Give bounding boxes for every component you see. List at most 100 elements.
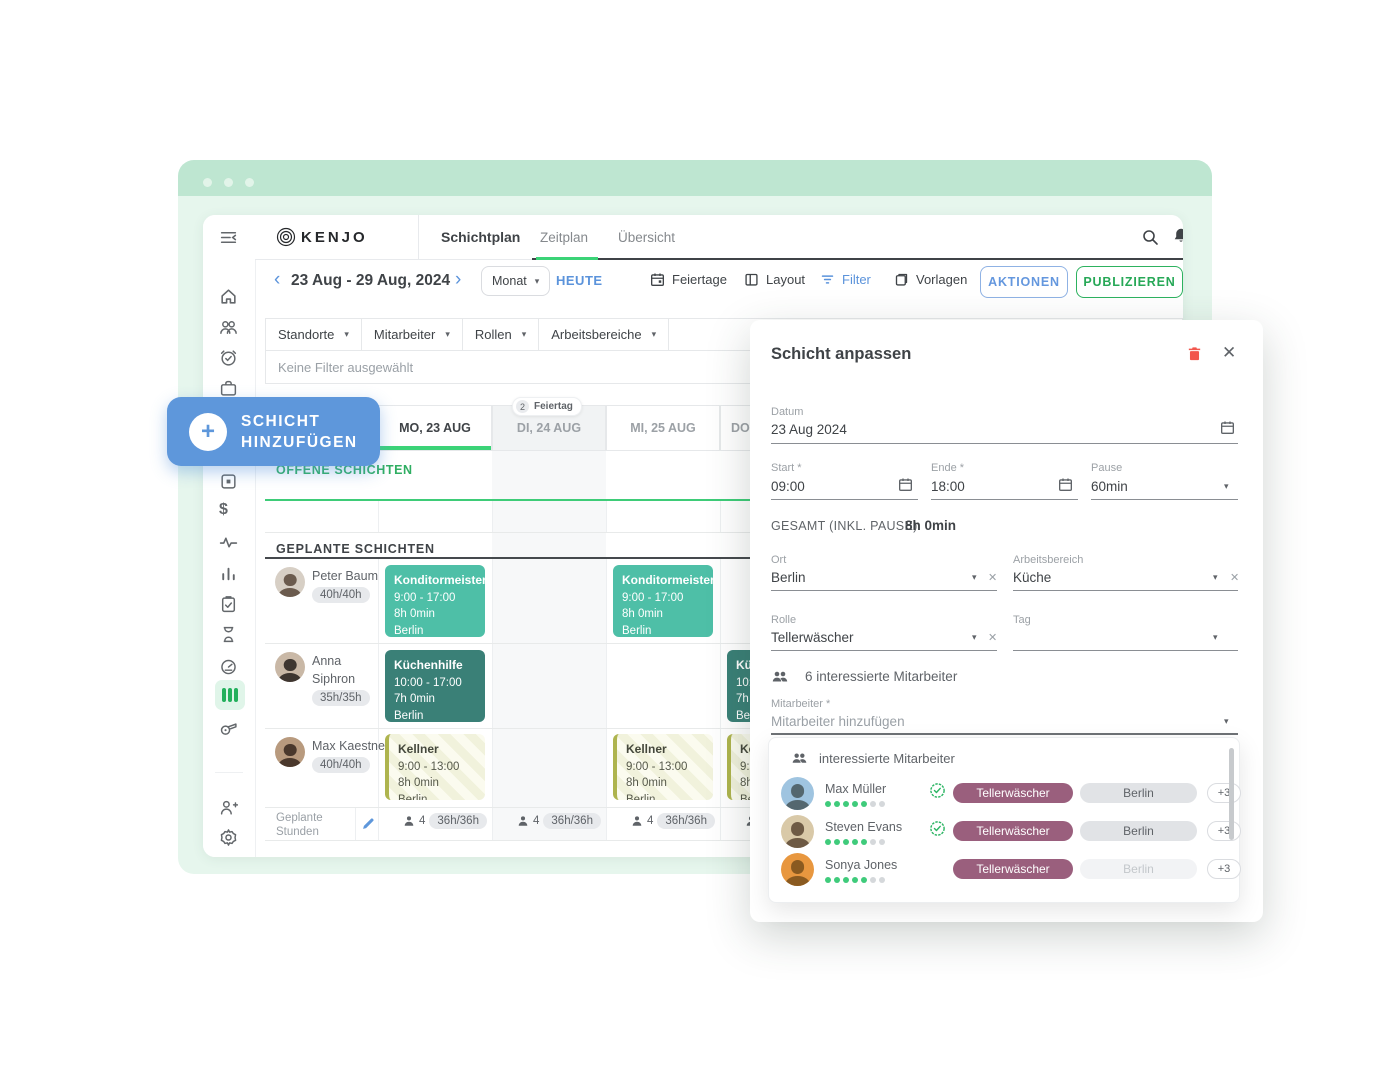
pause-select[interactable]: 60min — [1091, 479, 1128, 494]
calendar-icon[interactable] — [898, 477, 913, 497]
more-badge[interactable]: +3 — [1207, 783, 1241, 803]
today-button[interactable]: HEUTE — [556, 273, 603, 288]
calendar-icon[interactable] — [1058, 477, 1073, 497]
scrollbar[interactable] — [1229, 748, 1234, 840]
day-header-mi[interactable]: MI, 25 AUG — [606, 405, 720, 451]
performance-activity-icon[interactable] — [219, 533, 238, 552]
open-shifts-underline — [265, 499, 1181, 501]
recruiting-briefcase-icon[interactable] — [219, 379, 238, 398]
grid-line — [492, 501, 493, 532]
notifications-bell-icon[interactable] — [1172, 227, 1183, 250]
avatar — [781, 852, 814, 886]
publish-button[interactable]: PUBLIZIEREN — [1076, 266, 1183, 298]
view-mode-select[interactable]: Monat ▾ — [481, 266, 551, 296]
chevron-down-icon[interactable]: ▾ — [1224, 716, 1229, 726]
datum-input[interactable]: 23 Aug 2024 — [771, 422, 847, 437]
avatar — [781, 814, 814, 848]
settings-gear-icon[interactable] — [219, 828, 238, 847]
chevron-down-icon[interactable]: ▾ — [1213, 632, 1218, 642]
tab-zeitplan[interactable]: Zeitplan — [540, 230, 589, 245]
day-header-mo[interactable]: MO, 23 AUG — [378, 405, 492, 451]
payroll-dollar-icon[interactable]: $ — [219, 501, 228, 518]
filter-button[interactable]: Filter — [820, 272, 871, 287]
more-badge[interactable]: +3 — [1207, 821, 1241, 841]
close-icon[interactable]: ✕ — [1222, 343, 1237, 362]
location-badge: Berlin — [1080, 821, 1197, 841]
rolle-select[interactable]: Tellerwäscher — [771, 630, 854, 645]
sidebar: $ — [203, 215, 256, 857]
shift-card[interactable]: Kellner 9:00 - 13:00 8h 0min Berlin — [613, 734, 713, 800]
mitarbeiter-input[interactable]: Mitarbeiter hinzufügen — [771, 714, 905, 729]
edit-planned-hours-icon[interactable] — [361, 816, 376, 836]
selected-filters-input[interactable]: Keine Filter ausgewählt — [278, 359, 414, 375]
ort-select[interactable]: Berlin — [771, 570, 806, 585]
window-dot — [224, 178, 233, 187]
shift-plan-icon[interactable] — [215, 680, 245, 710]
employees-icon[interactable] — [219, 318, 238, 337]
chevron-down-icon[interactable]: ▾ — [1213, 572, 1218, 582]
more-badge[interactable]: +3 — [1207, 859, 1241, 879]
chevron-down-icon[interactable]: ▾ — [972, 632, 977, 642]
clear-icon[interactable]: ✕ — [988, 632, 998, 644]
arbeitsbereich-select[interactable]: Küche — [1013, 570, 1052, 585]
employee-option[interactable]: Max Müller Tellerwäscher Berlin +3 — [781, 774, 1241, 812]
start-input[interactable]: 09:00 — [771, 479, 805, 494]
planned-shifts-underline — [265, 557, 1181, 559]
chevron-down-icon[interactable]: ▾ — [972, 572, 977, 582]
filter-chip-mitarbeiter[interactable]: Mitarbeiter ▾ — [362, 319, 463, 350]
add-shift-button[interactable]: + SCHICHT HINZUFÜGEN — [167, 397, 380, 466]
person-icon — [518, 816, 528, 826]
calendar-icon — [651, 273, 664, 286]
time-hourglass-icon[interactable] — [219, 625, 238, 644]
home-icon[interactable] — [219, 287, 238, 306]
dashboard-gauge-icon[interactable] — [219, 657, 238, 676]
employee-hours-badge: 40h/40h — [312, 757, 370, 773]
attendance-clock-icon[interactable] — [219, 348, 238, 367]
filter-icon — [821, 275, 834, 284]
day-summary: 4 36h/36h — [627, 813, 719, 829]
employee-option[interactable]: Steven Evans Tellerwäscher Berlin +3 — [781, 812, 1241, 850]
tab-uebersicht[interactable]: Übersicht — [618, 230, 676, 245]
total-value: 8h 0min — [905, 518, 957, 533]
field-label: Ende * — [931, 462, 965, 474]
reports-chart-icon[interactable] — [219, 564, 238, 583]
kenjo-logo-icon — [275, 226, 297, 253]
grid-line — [265, 643, 1181, 644]
calendar-icon[interactable] — [1220, 420, 1235, 440]
shift-card[interactable]: Kellner 9:00 - 13:00 8h 0min Berlin — [385, 734, 485, 800]
tasks-clipboard-icon[interactable] — [219, 595, 238, 614]
kiosk-icon[interactable] — [219, 472, 238, 491]
shift-card[interactable]: Konditormeister 9:00 - 17:00 8h 0min Ber… — [613, 565, 713, 637]
search-icon[interactable] — [1141, 228, 1159, 246]
holidays-button[interactable]: Feiertage — [650, 272, 727, 287]
filter-chip-arbeitsbereiche[interactable]: Arbeitsbereiche ▾ — [539, 319, 670, 350]
add-employee-icon[interactable] — [219, 798, 238, 817]
verified-badge-icon — [929, 820, 953, 842]
holiday-badge: 2 Feiertag — [512, 397, 582, 416]
clear-icon[interactable]: ✕ — [988, 572, 998, 584]
field-label: Arbeitsbereich — [1013, 554, 1084, 566]
role-badge: Tellerwäscher — [953, 859, 1073, 879]
location-badge: Berlin — [1080, 783, 1197, 803]
next-week-chevron[interactable]: › — [455, 269, 462, 290]
chevron-down-icon[interactable]: ▾ — [1224, 481, 1229, 491]
employee-option[interactable]: Sonya Jones Tellerwäscher Berlin +3 — [781, 850, 1241, 888]
shift-card[interactable]: Konditormeister 9:00 - 17:00 8h 0min Ber… — [385, 565, 485, 637]
delete-shift-icon[interactable] — [1186, 345, 1203, 367]
layout-button[interactable]: Layout — [744, 272, 805, 287]
templates-button[interactable]: Vorlagen — [894, 272, 967, 287]
chevron-down-icon: ▾ — [534, 275, 540, 286]
actions-button[interactable]: AKTIONEN — [980, 266, 1068, 298]
filter-chip-rollen[interactable]: Rollen ▾ — [463, 319, 540, 350]
clear-icon[interactable]: ✕ — [1230, 572, 1240, 584]
whistleblower-icon[interactable] — [219, 718, 238, 737]
prev-week-chevron[interactable]: ‹ — [274, 269, 281, 290]
collapse-sidebar-icon[interactable] — [219, 228, 238, 247]
employee-hours-badge: 40h/40h — [312, 587, 370, 603]
filter-chip-standorte[interactable]: Standorte ▾ — [266, 319, 362, 350]
date-range: 23 Aug - 29 Aug, 2024 — [291, 272, 451, 289]
ende-input[interactable]: 18:00 — [931, 479, 965, 494]
shift-card[interactable]: Küchenhilfe 10:00 - 17:00 7h 0min Berlin — [385, 650, 485, 722]
window-chrome-bar — [178, 160, 1212, 196]
